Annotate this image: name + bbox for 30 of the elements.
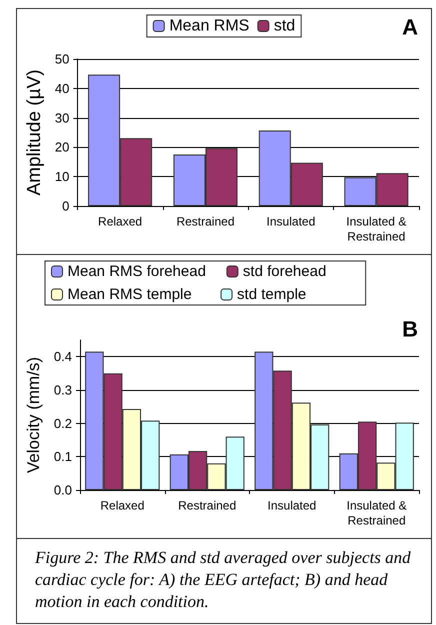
x-tick-label: Insulated — [268, 498, 316, 512]
y-tick-label: 0.0 — [54, 482, 72, 498]
x-tick-label: Restrained — [176, 214, 234, 228]
y-tick-label: 0.1 — [54, 449, 72, 464]
chart-title: B — [402, 316, 418, 342]
x-tick-label: Insulated — [266, 214, 316, 228]
legend-label: Mean RMS — [169, 18, 250, 34]
x-tick-label: Insulated & Restrained — [346, 498, 407, 528]
x-tick-label: Relaxed — [98, 214, 142, 228]
y-tick-label: 0.3 — [54, 382, 72, 398]
caption: Figure 2: The RMS and std averaged over subjects and cardiac cycle for: A) the EEG artefact; B) and head motion in each condition. — [35, 547, 412, 613]
y-tick-label: 0.2 — [54, 416, 72, 431]
legend-label: Mean RMS temple — [68, 286, 213, 303]
legend-label: std forehead — [242, 263, 360, 280]
chart-title: A — [402, 14, 418, 40]
legend-label: Mean RMS forehead — [68, 263, 218, 280]
y-tick-label: 0.4 — [54, 349, 72, 364]
y-axis-title: Velocity (mm/s) — [24, 356, 43, 474]
y-tick-label: 40 — [54, 80, 70, 96]
y-tick-label: 20 — [54, 140, 70, 155]
y-tick-label: 50 — [54, 52, 70, 66]
x-tick-label: Restrained — [178, 498, 236, 512]
x-tick-label: Insulated & Restrained — [346, 214, 406, 244]
y-tick-label: 10 — [54, 169, 70, 184]
y-tick-label: 0 — [62, 198, 70, 214]
y-axis-title: Amplitude (µV) — [24, 69, 45, 196]
legend-label: std temple — [237, 286, 348, 303]
legend-label: std — [274, 18, 296, 34]
x-tick-label: Relaxed — [100, 498, 144, 512]
y-tick-label: 30 — [54, 110, 70, 126]
